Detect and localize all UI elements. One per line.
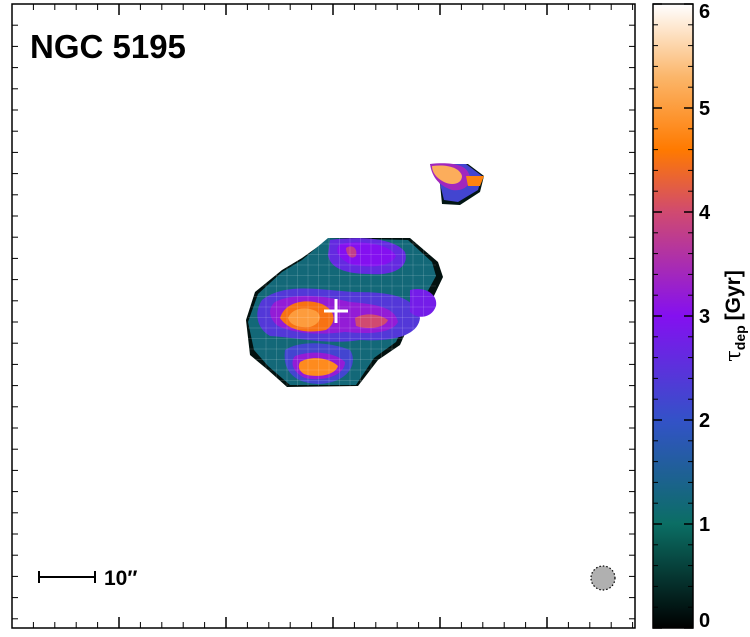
- colorbar-tick-label: 2: [699, 410, 710, 432]
- map-contour-east: [410, 288, 437, 317]
- scale-bar-label: 10″: [104, 567, 137, 590]
- map-region-north-knot: [346, 246, 357, 258]
- colorbar-label-subscript: dep: [732, 325, 748, 350]
- colorbar-tick-label: 6: [699, 1, 710, 23]
- colorbar-tick-label: 4: [699, 202, 711, 224]
- svg-text:τdep[Gyr]: τdep [Gyr]: [721, 270, 748, 362]
- colorbar-ticks: 0 1 2 3 4 5 6: [653, 1, 711, 632]
- chart-title: NGC 5195: [30, 28, 186, 65]
- beam-icon: [590, 565, 616, 591]
- colorbar-tick-label: 3: [699, 306, 710, 328]
- map-region-ne-edge-knot: [466, 176, 484, 186]
- map-region-north-east-clump: [432, 165, 462, 184]
- colorbar-label-unit: [Gyr]: [722, 270, 745, 320]
- colorbar-tick-label: 0: [699, 610, 710, 632]
- colorbar-label: τdep [Gyr]: [721, 270, 748, 362]
- colorbar-tick-label: 5: [699, 98, 710, 120]
- center-cross-marker: [324, 299, 348, 323]
- colorbar-tick-label: 1: [699, 514, 710, 536]
- scale-bar: [38, 571, 96, 583]
- map-tick-marks: [11, 3, 635, 628]
- colorbar-label-symbol: τ: [721, 350, 745, 362]
- map-region-east-knot: [355, 314, 388, 328]
- map-region-central-core: [288, 308, 320, 328]
- map-region-south-west-knot: [298, 358, 338, 376]
